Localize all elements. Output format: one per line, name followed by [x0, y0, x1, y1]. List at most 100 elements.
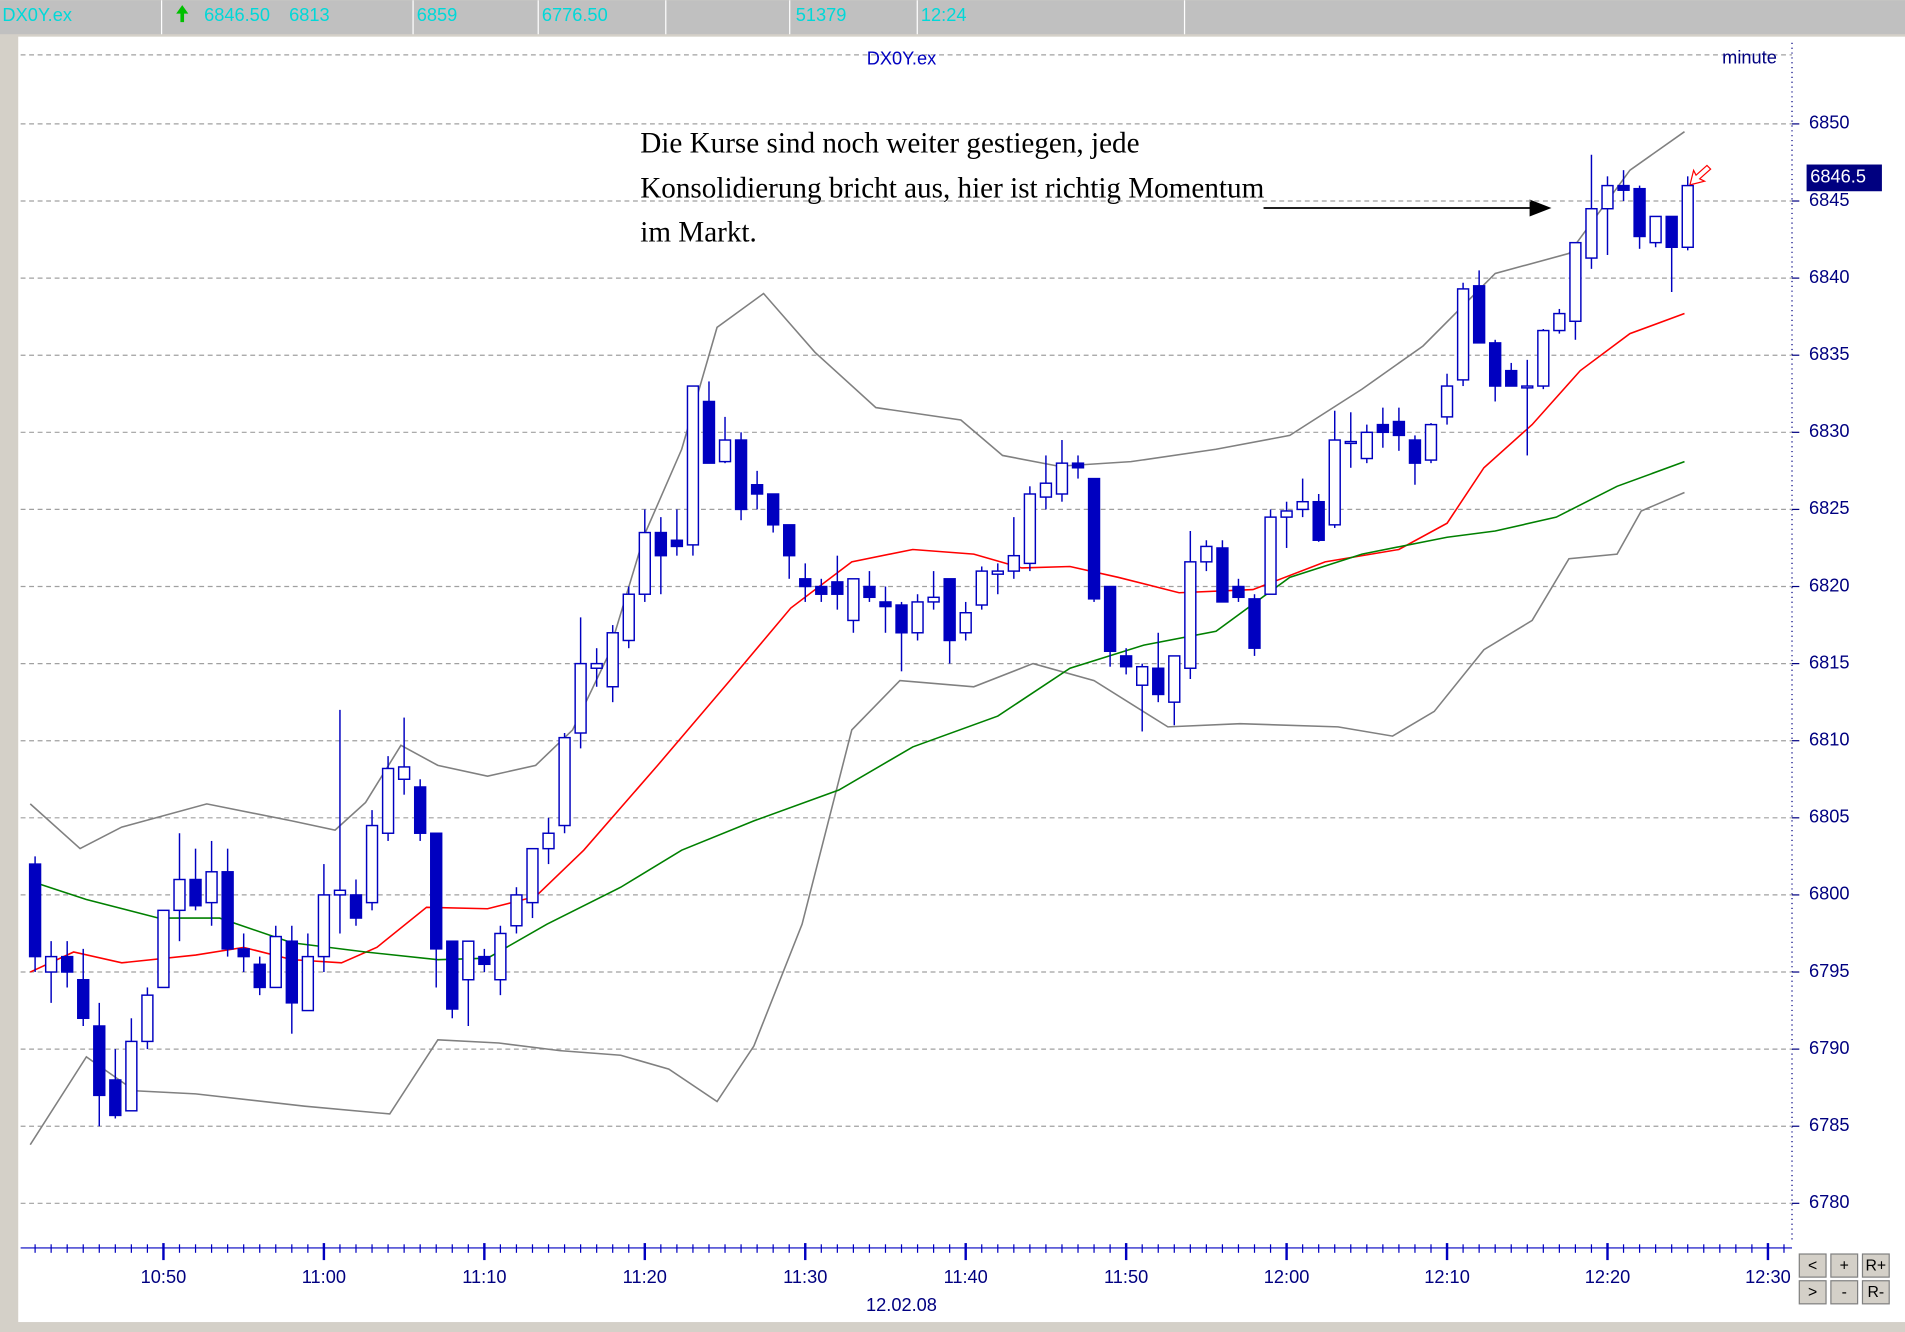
y-tick-label: 6805 [1809, 807, 1850, 827]
x-tick-label: 11:50 [1104, 1267, 1148, 1287]
candle-body [670, 539, 684, 548]
candle-body [847, 578, 860, 622]
zoom-button[interactable]: > [1798, 1280, 1827, 1305]
candle-body [815, 585, 828, 595]
y-tick-label: 6810 [1809, 730, 1850, 750]
candle-body [1665, 215, 1678, 249]
indicator-line [29, 131, 1685, 850]
candle-body [446, 940, 459, 1010]
candle-body [1264, 516, 1277, 595]
candle-body [943, 578, 956, 642]
candle-body [927, 596, 940, 603]
x-tick-label: 11:10 [462, 1267, 506, 1287]
candle-body [1039, 482, 1053, 498]
candle-body [189, 878, 202, 907]
last-bar-marker [1689, 164, 1712, 186]
x-tick-label: 12:00 [1264, 1267, 1310, 1287]
candle-body [1184, 561, 1197, 669]
candle-body [1248, 598, 1261, 649]
candle-body [1200, 545, 1213, 563]
candle-body [702, 400, 716, 464]
candle-body [991, 570, 1004, 575]
candle-body [1649, 215, 1662, 244]
zoom-button[interactable]: - [1830, 1280, 1859, 1305]
zoom-button[interactable]: < [1798, 1253, 1827, 1278]
candle-body [1328, 439, 1341, 526]
candle-body [1232, 585, 1245, 599]
candle-body [654, 531, 668, 557]
y-tick-label: 6845 [1809, 190, 1850, 210]
candle-body [1456, 288, 1470, 381]
button-face [1861, 1253, 1890, 1278]
candle-body [1424, 423, 1438, 461]
y-tick-label: 6795 [1809, 961, 1850, 981]
candle-body [478, 955, 491, 966]
candle-body [1152, 667, 1165, 696]
candle-body [766, 493, 780, 526]
candle-body [269, 935, 282, 989]
axes: 6780 6785 6790 6795 6800 6805 6810 6815 6820 6825… [34, 113, 1882, 1287]
candle-body [1521, 385, 1534, 389]
candle-body [1360, 431, 1374, 460]
candle-body [1569, 241, 1582, 323]
x-tick-label: 11:00 [302, 1267, 346, 1287]
candle-body [28, 863, 42, 958]
y-tick-label: 6815 [1809, 652, 1850, 672]
candle-body [109, 1079, 122, 1117]
last-price-label: 6846.5 [1810, 167, 1866, 187]
zoom-button[interactable]: R- [1861, 1280, 1890, 1305]
status-high: 6859 [417, 5, 458, 25]
candle-body [1280, 510, 1293, 518]
candle-body [1585, 207, 1598, 259]
candle-body [510, 894, 523, 927]
candle-body [1505, 369, 1518, 387]
button-label: R- [1868, 1284, 1885, 1301]
y-tick-label: 6850 [1809, 113, 1850, 133]
candle-body [205, 871, 218, 904]
candle-body [44, 955, 58, 973]
candle-body [638, 531, 651, 595]
candle-body [911, 601, 924, 634]
x-tick-label: 11:20 [623, 1267, 667, 1287]
candle-body [783, 524, 796, 557]
candle-body [1071, 462, 1085, 469]
candle-body [1440, 385, 1454, 418]
y-tick-label: 6820 [1809, 575, 1850, 595]
y-tick-label: 6825 [1809, 498, 1850, 518]
candle-body [879, 601, 892, 608]
candle-body [1617, 184, 1630, 191]
button-label: - [1842, 1284, 1847, 1301]
button-label: > [1808, 1284, 1817, 1301]
indicator-line [29, 491, 1685, 1146]
zoom-button[interactable]: + [1830, 1253, 1859, 1278]
candle-body [413, 786, 427, 834]
candle-body [734, 439, 748, 511]
candle-body [1168, 655, 1181, 703]
status-bg [0, 0, 1905, 35]
button-face [1830, 1253, 1859, 1278]
interval-label: minute [1722, 47, 1777, 67]
candle-body [1135, 665, 1149, 686]
y-tick-label: 6780 [1809, 1192, 1850, 1212]
button-face [1830, 1280, 1859, 1305]
candle-body [173, 878, 186, 912]
y-tick-label: 6785 [1809, 1115, 1850, 1135]
candle-body [622, 593, 635, 642]
candle-body [1392, 420, 1406, 437]
chart-title: DX0Y.ex [867, 49, 937, 69]
candle-body [1023, 493, 1037, 565]
annotation-arrowhead [1529, 199, 1552, 217]
annotation-line: Die Kurse sind noch weiter gestiegen, je… [640, 128, 1139, 160]
candle-body [301, 955, 315, 1012]
status-time: 12:24 [921, 5, 967, 25]
candle-body [1408, 439, 1422, 464]
candle-body [718, 439, 732, 463]
candle-body [1312, 500, 1325, 541]
zoom-button[interactable]: R+ [1861, 1253, 1890, 1278]
candle-body [526, 847, 539, 904]
x-tick-label: 11:40 [944, 1267, 988, 1287]
x-tick-label: 10:50 [141, 1267, 187, 1287]
candle-body [494, 932, 507, 981]
candle-body [349, 894, 363, 919]
